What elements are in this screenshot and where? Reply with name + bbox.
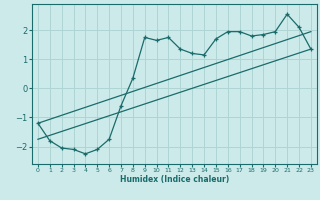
X-axis label: Humidex (Indice chaleur): Humidex (Indice chaleur) <box>120 175 229 184</box>
